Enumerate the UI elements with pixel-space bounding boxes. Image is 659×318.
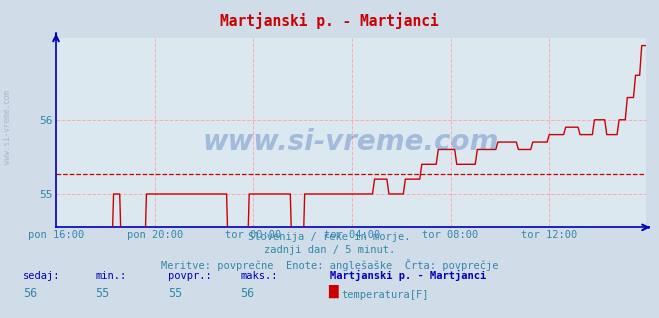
Text: temperatura[F]: temperatura[F]	[341, 290, 429, 300]
Text: povpr.:: povpr.:	[168, 272, 212, 281]
Text: www.si-vreme.com: www.si-vreme.com	[3, 90, 13, 164]
Text: maks.:: maks.:	[241, 272, 278, 281]
Text: zadnji dan / 5 minut.: zadnji dan / 5 minut.	[264, 245, 395, 255]
Text: █: █	[328, 285, 338, 298]
Text: 56: 56	[241, 287, 255, 300]
Text: sedaj:: sedaj:	[23, 272, 61, 281]
Text: www.si-vreme.com: www.si-vreme.com	[203, 128, 499, 156]
Text: Meritve: povprečne  Enote: anglešaške  Črta: povprečje: Meritve: povprečne Enote: anglešaške Črt…	[161, 259, 498, 271]
Text: Martjanski p. - Martjanci: Martjanski p. - Martjanci	[330, 270, 486, 281]
Text: 55: 55	[168, 287, 183, 300]
Text: Slovenija / reke in morje.: Slovenija / reke in morje.	[248, 232, 411, 241]
Text: 55: 55	[96, 287, 110, 300]
Text: 56: 56	[23, 287, 38, 300]
Text: Martjanski p. - Martjanci: Martjanski p. - Martjanci	[220, 12, 439, 29]
Text: min.:: min.:	[96, 272, 127, 281]
